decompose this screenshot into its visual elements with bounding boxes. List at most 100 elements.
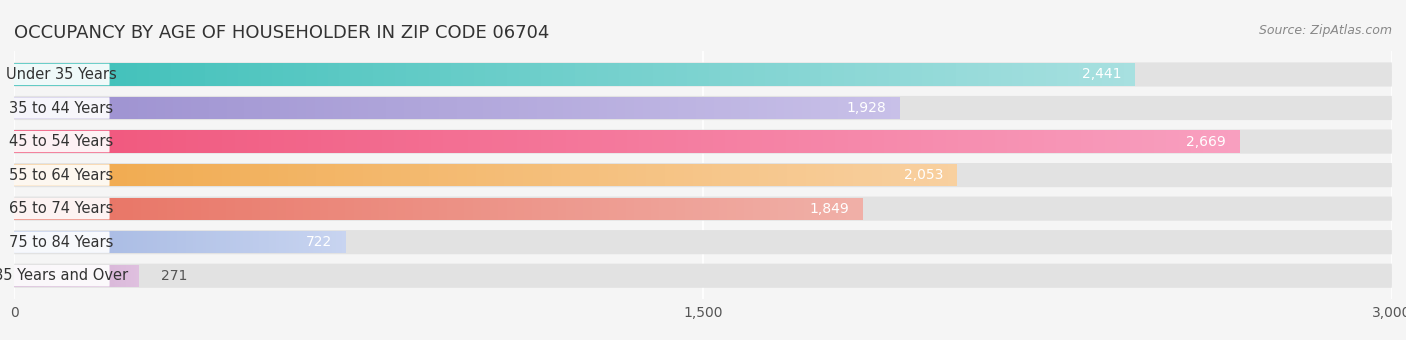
Bar: [835, 131, 848, 153]
Bar: [238, 64, 249, 86]
FancyBboxPatch shape: [13, 198, 110, 219]
Bar: [104, 64, 115, 86]
Bar: [48, 231, 51, 253]
Text: 65 to 74 Years: 65 to 74 Years: [10, 201, 114, 216]
Bar: [339, 64, 350, 86]
Bar: [108, 164, 118, 186]
Bar: [222, 164, 231, 186]
Bar: [571, 164, 579, 186]
Bar: [422, 97, 430, 119]
Bar: [1090, 64, 1101, 86]
Bar: [1142, 131, 1154, 153]
Bar: [316, 64, 328, 86]
Bar: [404, 97, 412, 119]
Bar: [451, 64, 463, 86]
Bar: [380, 198, 388, 220]
Bar: [143, 231, 146, 253]
Bar: [205, 64, 217, 86]
Bar: [186, 131, 198, 153]
Bar: [405, 198, 413, 220]
Bar: [165, 164, 174, 186]
Bar: [163, 231, 166, 253]
Bar: [90, 198, 98, 220]
Bar: [457, 164, 467, 186]
Bar: [617, 164, 627, 186]
Bar: [1227, 131, 1240, 153]
Bar: [70, 231, 73, 253]
Bar: [485, 64, 496, 86]
Bar: [288, 97, 298, 119]
Bar: [810, 64, 821, 86]
Bar: [825, 164, 834, 186]
FancyBboxPatch shape: [14, 163, 1392, 187]
Bar: [333, 97, 342, 119]
Bar: [731, 97, 740, 119]
Bar: [80, 164, 90, 186]
FancyBboxPatch shape: [13, 164, 110, 186]
Bar: [1129, 131, 1142, 153]
Bar: [315, 97, 323, 119]
Bar: [127, 231, 131, 253]
Bar: [553, 64, 564, 86]
Bar: [457, 97, 465, 119]
Bar: [118, 164, 127, 186]
Bar: [855, 198, 863, 220]
Bar: [979, 64, 990, 86]
Bar: [316, 231, 319, 253]
Bar: [235, 198, 243, 220]
Bar: [627, 164, 637, 186]
Bar: [627, 131, 640, 153]
Bar: [312, 231, 316, 253]
Bar: [678, 97, 688, 119]
Bar: [260, 64, 271, 86]
Text: 2,053: 2,053: [904, 168, 943, 182]
Bar: [700, 131, 713, 153]
Bar: [111, 97, 121, 119]
Bar: [42, 164, 52, 186]
Bar: [25, 64, 37, 86]
Bar: [579, 164, 589, 186]
Bar: [177, 231, 180, 253]
Bar: [600, 198, 609, 220]
Bar: [297, 164, 307, 186]
Bar: [308, 131, 321, 153]
Bar: [41, 231, 44, 253]
Bar: [319, 198, 328, 220]
Bar: [804, 198, 813, 220]
Bar: [430, 131, 443, 153]
Bar: [17, 231, 21, 253]
Bar: [226, 97, 235, 119]
Bar: [710, 198, 718, 220]
Bar: [276, 231, 280, 253]
Bar: [558, 198, 567, 220]
Bar: [371, 198, 380, 220]
Bar: [443, 131, 456, 153]
Bar: [187, 231, 190, 253]
Bar: [429, 64, 440, 86]
Bar: [609, 164, 617, 186]
Bar: [24, 231, 27, 253]
Bar: [855, 64, 866, 86]
Bar: [387, 97, 395, 119]
Bar: [100, 131, 112, 153]
Bar: [626, 198, 634, 220]
Bar: [270, 231, 273, 253]
Bar: [821, 198, 830, 220]
Bar: [702, 198, 710, 220]
Bar: [245, 97, 253, 119]
Bar: [198, 131, 209, 153]
Bar: [224, 231, 226, 253]
Bar: [361, 64, 373, 86]
Bar: [32, 164, 42, 186]
Bar: [280, 231, 283, 253]
Bar: [100, 231, 104, 253]
Bar: [53, 231, 58, 253]
Bar: [201, 198, 209, 220]
Bar: [260, 198, 269, 220]
Bar: [406, 64, 418, 86]
Bar: [209, 97, 218, 119]
Bar: [439, 97, 449, 119]
Bar: [159, 198, 167, 220]
Bar: [731, 164, 740, 186]
Bar: [200, 231, 202, 253]
